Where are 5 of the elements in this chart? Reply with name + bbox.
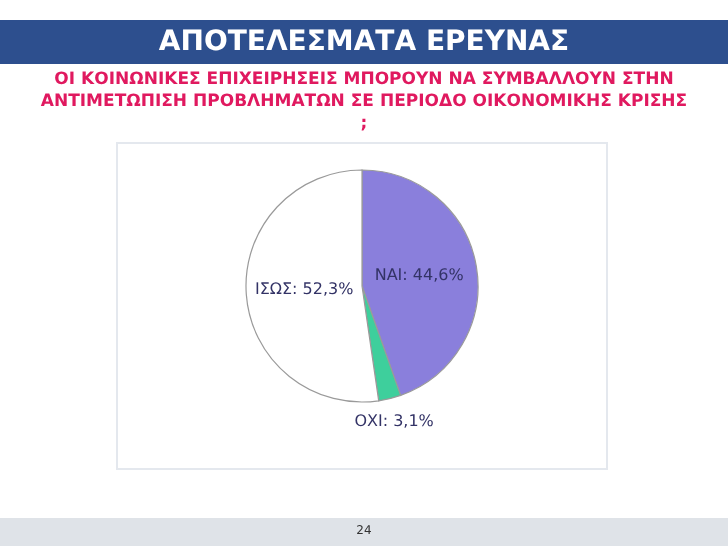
slice-label: ΟΧΙ: 3,1% (354, 412, 435, 431)
chart-subtitle: ΟΙ ΚΟΙΝΩΝΙΚΕΣ ΕΠΙΧΕΙΡΗΣΕΙΣ ΜΠΟΡΟΥΝ ΝΑ ΣΥΜΒΑΛΛΟΥΝ ΣΤΗΝ ΑΝΤΙΜΕΤΩΠΙΣΗ ΠΡΟΒΛΗΜΑΤΩΝ ΣΕ ΠΕΡΙΟΔΟ ΟΙΚΟΝΟΜΙΚΗΣ ΚΡΙΣΗΣ ; (38, 68, 690, 138)
slice-label: ΝΑΙ: 44,6% (374, 266, 465, 285)
slice-label: ΙΣΩΣ: 52,3% (254, 280, 355, 299)
chart-title: ΑΠΟΤΕΛΕΣΜΑΤΑ ΕΡΕΥΝΑΣ (0, 20, 728, 64)
